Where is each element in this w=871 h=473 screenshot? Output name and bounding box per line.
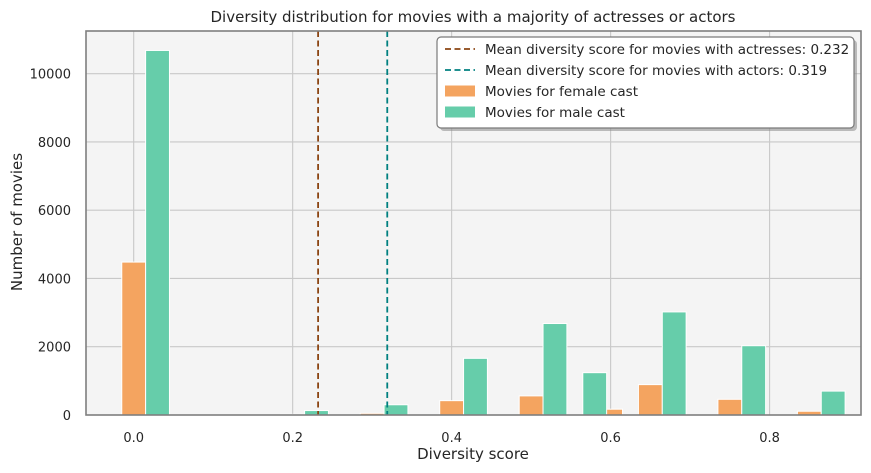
- legend-label-male: Movies for male cast: [485, 105, 625, 121]
- legend-label-actors: Mean diversity score for movies with act…: [485, 63, 827, 79]
- y-tick-label: 4000: [38, 272, 71, 287]
- legend: Mean diversity score for movies with act…: [436, 36, 857, 131]
- x-tick-label: 0.4: [441, 431, 462, 446]
- x-axis-ticks: 0.0 0.2 0.4 0.6 0.8: [123, 431, 780, 446]
- bar-male: [820, 390, 846, 416]
- bar-male: [661, 311, 687, 416]
- bar-male: [542, 323, 568, 416]
- y-tick-label: 8000: [38, 136, 71, 151]
- bars: [121, 49, 846, 416]
- legend-swatch-female: [445, 85, 475, 97]
- bar-female: [637, 384, 663, 416]
- bar-male: [582, 372, 608, 416]
- bar-female: [518, 395, 544, 416]
- reference-lines: [317, 31, 389, 415]
- y-axis-label: Number of movies: [8, 153, 26, 291]
- y-tick-label: 10000: [30, 68, 71, 83]
- bar-male: [463, 357, 488, 416]
- x-tick-label: 0.0: [123, 431, 144, 446]
- x-tick-label: 0.8: [759, 431, 780, 446]
- chart-title: Diversity distribution for movies with a…: [211, 8, 736, 26]
- y-axis-ticks: 0 2000 4000 6000 8000 10000: [30, 68, 71, 424]
- y-tick-label: 2000: [38, 341, 71, 356]
- bar-male: [145, 49, 170, 416]
- bar-male: [741, 345, 767, 416]
- x-tick-label: 0.2: [282, 431, 303, 446]
- plot-frame: [85, 30, 862, 416]
- legend-swatch-male: [445, 106, 475, 118]
- legend-box: [436, 36, 855, 129]
- x-axis-label: Diversity score: [417, 445, 529, 463]
- y-tick-label: 6000: [38, 204, 71, 219]
- legend-label-female: Movies for female cast: [485, 84, 638, 100]
- bar-female: [439, 400, 465, 416]
- bar-female: [717, 398, 743, 416]
- bar-female: [121, 261, 147, 416]
- legend-label-actresses: Mean diversity score for movies with act…: [485, 42, 849, 58]
- x-tick-label: 0.6: [600, 431, 621, 446]
- y-tick-label: 0: [63, 409, 71, 424]
